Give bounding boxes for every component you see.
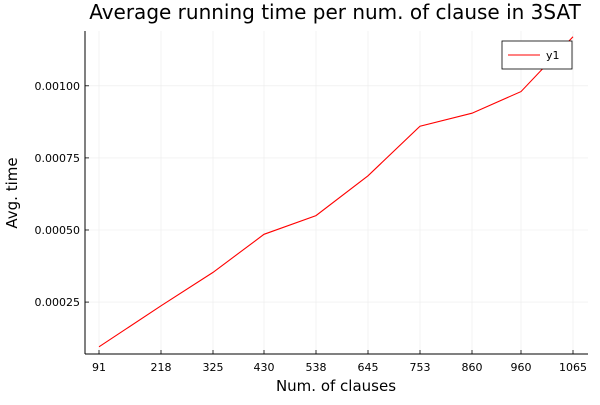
legend: y1 [501, 40, 573, 70]
y-tick-label: 0.00075 [35, 152, 81, 165]
x-tick-label: 325 [203, 361, 224, 374]
x-tick-label: 860 [462, 361, 483, 374]
y-tick-label: 0.00025 [35, 296, 81, 309]
x-tick-label: 645 [358, 361, 379, 374]
legend-label-y1: y1 [546, 49, 560, 62]
x-tick-label: 91 [92, 361, 106, 374]
y-axis-label: Avg. time [3, 157, 21, 228]
x-axis-label: Num. of clauses [276, 377, 396, 395]
y-tick-label: 0.00050 [35, 224, 81, 237]
axis-ticks: 91 218 325 430 538 645 753 860 960 1065 0.00025 0.0… [35, 80, 588, 374]
x-tick-label: 218 [151, 361, 172, 374]
y-tick-label: 0.00100 [35, 80, 81, 93]
x-tick-label: 960 [511, 361, 532, 374]
grid [85, 31, 588, 354]
series-line-y1 [98, 36, 574, 348]
chart-title: Average running time per num. of clause … [89, 0, 581, 24]
x-tick-label: 753 [410, 361, 431, 374]
x-tick-label: 1065 [559, 361, 587, 374]
x-tick-label: 538 [306, 361, 327, 374]
x-tick-label: 430 [254, 361, 275, 374]
